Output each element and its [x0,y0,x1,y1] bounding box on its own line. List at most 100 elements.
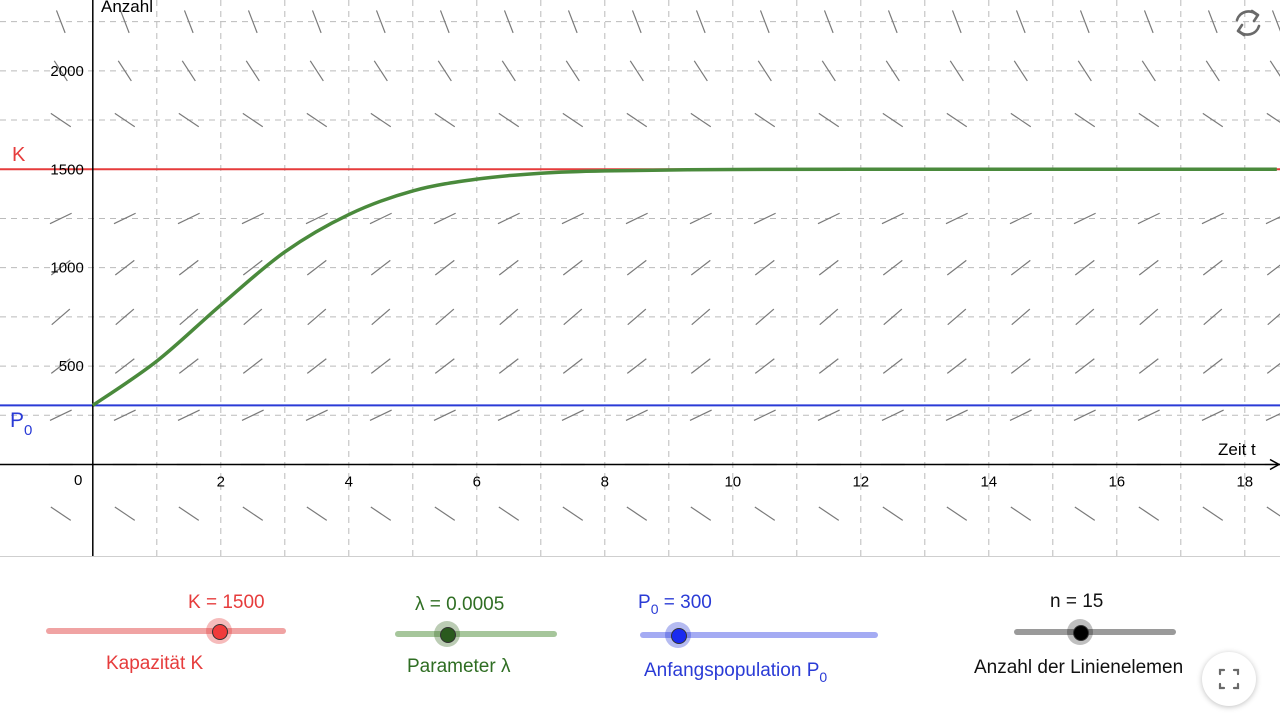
slider-P0-caption: Anfangspopulation P0 [644,660,828,685]
slope-segment [114,358,135,374]
slider-lambda-handle[interactable] [440,627,456,643]
x-tick-label: 16 [1108,473,1125,490]
fullscreen-button[interactable] [1202,652,1256,706]
slider-P0-track[interactable] [640,632,878,638]
slope-segment [433,409,456,422]
slope-segment [1009,409,1032,422]
slope-segment [434,112,456,128]
slope-segment [562,358,583,374]
slope-segment [434,259,455,276]
slope-segment [882,358,903,374]
slope-segment [434,358,455,374]
slope-segment [1266,506,1280,517]
slope-segment [306,112,328,128]
slope-segment [306,506,328,521]
slope-segment [178,259,199,276]
slider-capacity-K[interactable]: K = 1500 Kapazität K [46,579,286,674]
slider-n-track[interactable] [1014,629,1176,635]
slider-lambda-track[interactable] [395,631,557,637]
slope-segment [629,60,644,82]
slope-segment [885,60,900,82]
slope-segment [498,112,520,128]
slope-segment [307,308,327,326]
slope-segment [181,60,196,82]
slope-segment [1138,358,1159,374]
slope-segment [819,308,839,326]
slope-segment [1010,506,1032,521]
graph-view[interactable]: 2 4 6 8 10 12 14 16 18 500 1000 1500 2000 Anzahl Zei… [0,0,1280,556]
x-tick-label: 14 [980,473,997,490]
grid [0,0,1280,556]
slope-segment [1074,358,1095,374]
slope-segment [433,212,456,225]
y-tick-label: 1500 [50,161,83,178]
slope-segment [1073,409,1096,422]
slope-segment [115,308,135,326]
fullscreen-icon [1218,668,1240,690]
slope-segment [1267,313,1280,326]
slider-K-handle[interactable] [212,624,228,640]
slope-segment [1141,60,1156,82]
slope-segment [50,259,71,276]
slider-K-track[interactable] [46,628,286,634]
y-axis-label: Anzahl [101,0,153,16]
slope-segment [755,308,775,326]
slider-line-elements-n[interactable]: n = 15 Anzahl der Linienelemen [974,579,1204,678]
slope-segment [1137,212,1160,225]
slope-segment [499,308,519,326]
slope-segment [113,409,136,422]
slope-segment [1139,308,1159,326]
origin-label: 0 [74,472,82,489]
slope-segment [1202,358,1223,374]
x-tick-label: 10 [724,473,741,490]
reset-view-button[interactable] [1235,9,1261,37]
slope-segment [50,506,72,521]
axes [0,0,1280,556]
slope-segment [882,259,903,276]
slope-segment [817,409,840,422]
slope-segment [373,60,388,82]
slope-segment [562,259,583,276]
slider-P0-handle[interactable] [671,628,687,644]
slider-n-handle[interactable] [1073,625,1089,641]
slope-segment [498,506,520,521]
slope-segment [370,259,391,276]
slope-segment [1138,259,1159,276]
slope-segment [1202,112,1224,128]
slope-segment [625,212,648,225]
slope-segment [503,10,514,34]
slope-segment [1202,506,1224,521]
slope-segment [1075,308,1095,326]
slope-segment [1074,506,1096,521]
slope-segment [1015,10,1026,34]
slope-segment [311,10,322,34]
slope-segment [305,212,328,225]
slope-segment [1010,259,1031,276]
p0-line-label: P0 [10,409,32,439]
slope-segment [1077,60,1092,82]
slope-segment [1010,112,1032,128]
slope-segment [689,212,712,225]
slope-segment [1202,259,1223,276]
slider-initial-population-P0[interactable]: P0 = 300 Anfangspopulation P0 [638,579,880,685]
slope-segment [497,409,520,422]
slope-segment [561,409,584,422]
slope-segment [370,358,391,374]
slope-segment [565,60,580,82]
slope-segment [1201,212,1224,225]
slope-segment [949,60,964,82]
y-tick-label: 1000 [50,260,83,277]
slope-segment [817,212,840,225]
slope-segment [117,60,132,82]
slope-segment [1266,264,1280,276]
slope-segment [375,10,386,34]
slope-segment [498,358,519,374]
slider-lambda[interactable]: λ = 0.0005 Parameter λ [395,579,557,677]
slope-segment [754,259,775,276]
slope-segment [695,10,706,34]
x-tick-label: 4 [345,473,353,490]
slope-segment [1013,60,1028,82]
slope-segment [119,10,130,34]
slope-segment [693,60,708,82]
slope-segment [435,308,455,326]
